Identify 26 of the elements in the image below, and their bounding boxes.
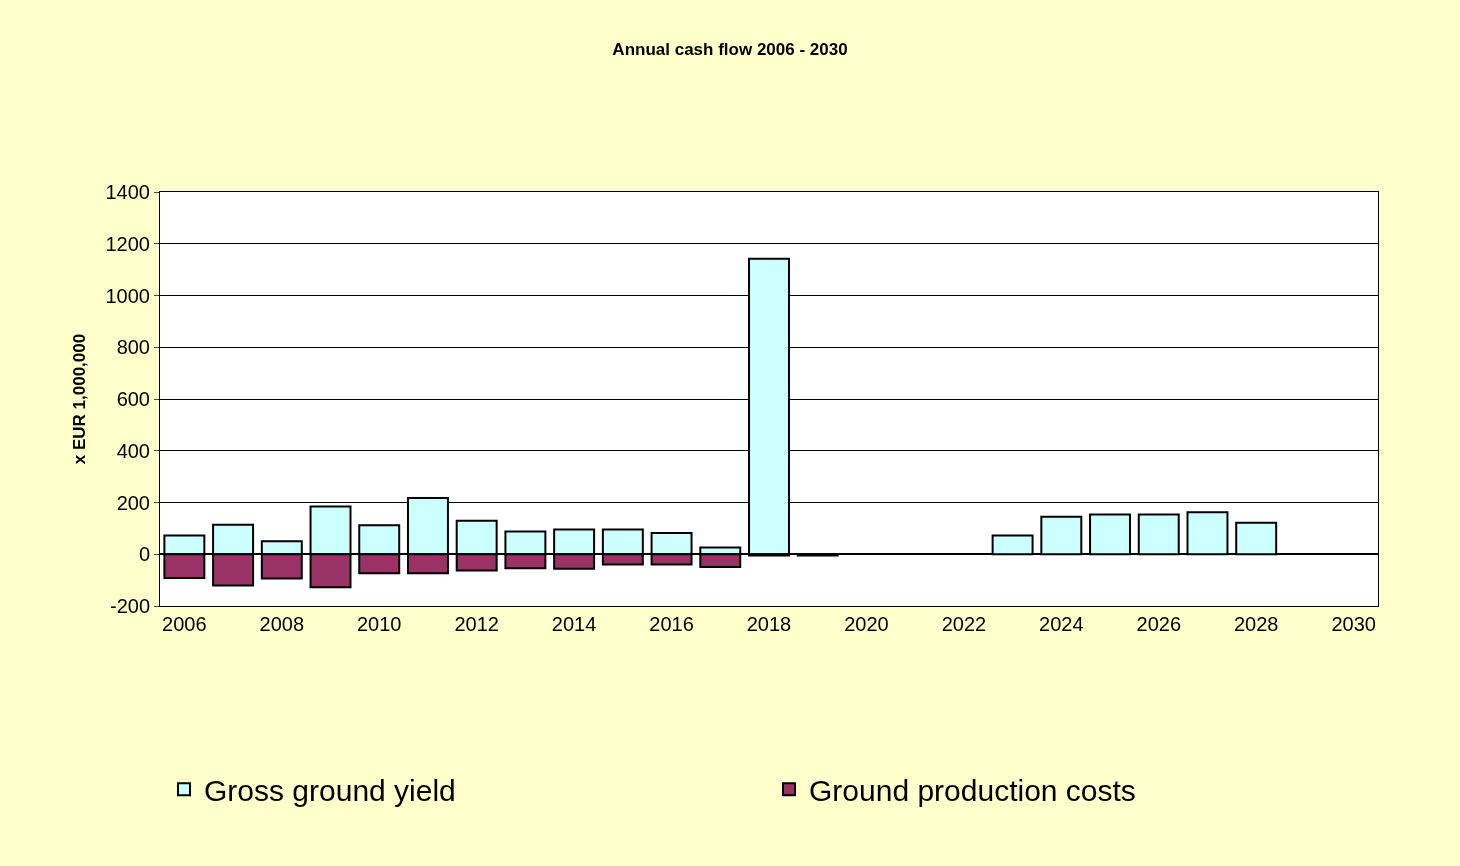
- y-tick-label: 1000: [105, 284, 150, 307]
- y-tick-label: 200: [116, 491, 150, 514]
- x-tick-label: 2028: [1233, 613, 1279, 635]
- x-tick-label: 2008: [259, 613, 305, 635]
- x-tick-label: 2024: [1039, 613, 1084, 635]
- x-tick-label: 2020: [844, 613, 889, 635]
- y-tick-label: 1200: [105, 232, 150, 255]
- y-tick-label: 1400: [105, 181, 150, 203]
- chart-title: Annual cash flow 2006 - 2030: [612, 40, 848, 60]
- x-tick-label: 2022: [941, 613, 987, 635]
- x-tick-label: 2014: [551, 613, 597, 635]
- y-tick-label: 0: [138, 543, 150, 566]
- x-tick-label: 2006: [162, 613, 207, 635]
- y-tick-label: -200: [109, 595, 150, 617]
- y-axis-title: x EUR 1,000,000: [70, 333, 90, 465]
- y-tick-label: 400: [116, 439, 150, 462]
- x-tick-label: 2030: [1331, 613, 1376, 635]
- y-tick-label: 600: [116, 388, 150, 410]
- legend-label: Gross ground yield: [204, 774, 456, 808]
- x-tick-label: 2018: [746, 613, 792, 635]
- x-tick-label: 2012: [454, 613, 499, 635]
- x-tick-label: 2010: [356, 613, 402, 635]
- y-tick-label: 800: [116, 336, 150, 359]
- x-tick-label: 2026: [1136, 613, 1182, 635]
- x-tick-label: 2016: [649, 613, 694, 635]
- legend-label: Ground production costs: [809, 774, 1136, 808]
